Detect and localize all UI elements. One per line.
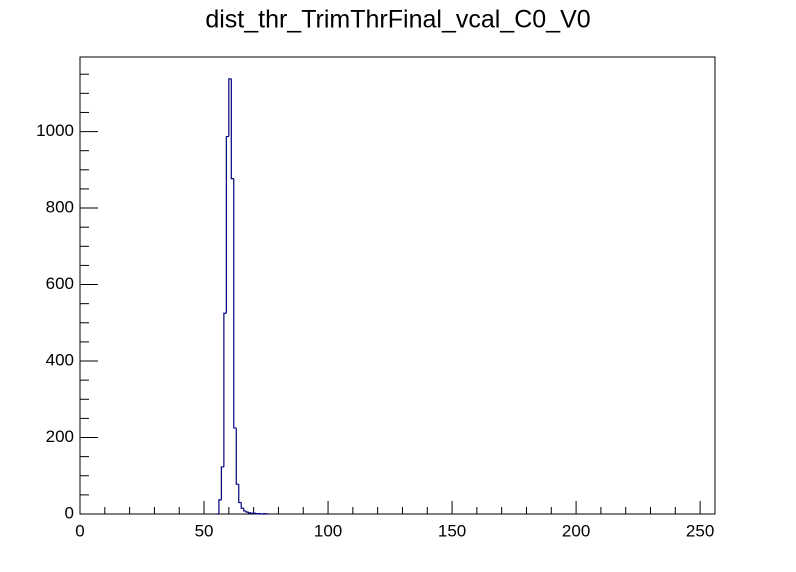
x-tick-label: 250 <box>686 521 714 540</box>
y-tick-label: 1000 <box>36 121 74 140</box>
x-tick-label: 150 <box>438 521 466 540</box>
y-tick-label: 200 <box>46 427 74 446</box>
histogram-bin <box>235 427 239 485</box>
histogram-bin <box>243 508 247 512</box>
histogram-bin <box>223 312 227 467</box>
histogram-bin <box>218 499 222 514</box>
chart-title: dist_thr_TrimThrFinal_vcal_C0_V0 <box>205 6 590 34</box>
histogram-bin <box>230 78 234 180</box>
y-tick-label: 400 <box>46 351 74 370</box>
histogram-bin <box>245 510 249 513</box>
histogram-bin <box>220 466 224 500</box>
y-tick-label: 0 <box>65 503 74 522</box>
histogram-bin <box>240 502 244 509</box>
histogram-bin <box>233 178 237 429</box>
x-tick-label: 0 <box>75 521 84 540</box>
histogram-bin <box>248 512 252 514</box>
histogram-bin <box>225 135 229 314</box>
histogram-bin <box>238 484 242 504</box>
y-tick-label: 800 <box>46 198 74 217</box>
plot-frame <box>79 56 716 515</box>
x-tick-label: 50 <box>195 521 214 540</box>
y-tick-label: 600 <box>46 274 74 293</box>
histogram-bin <box>228 78 232 137</box>
x-tick-label: 100 <box>314 521 342 540</box>
x-tick-label: 200 <box>562 521 590 540</box>
